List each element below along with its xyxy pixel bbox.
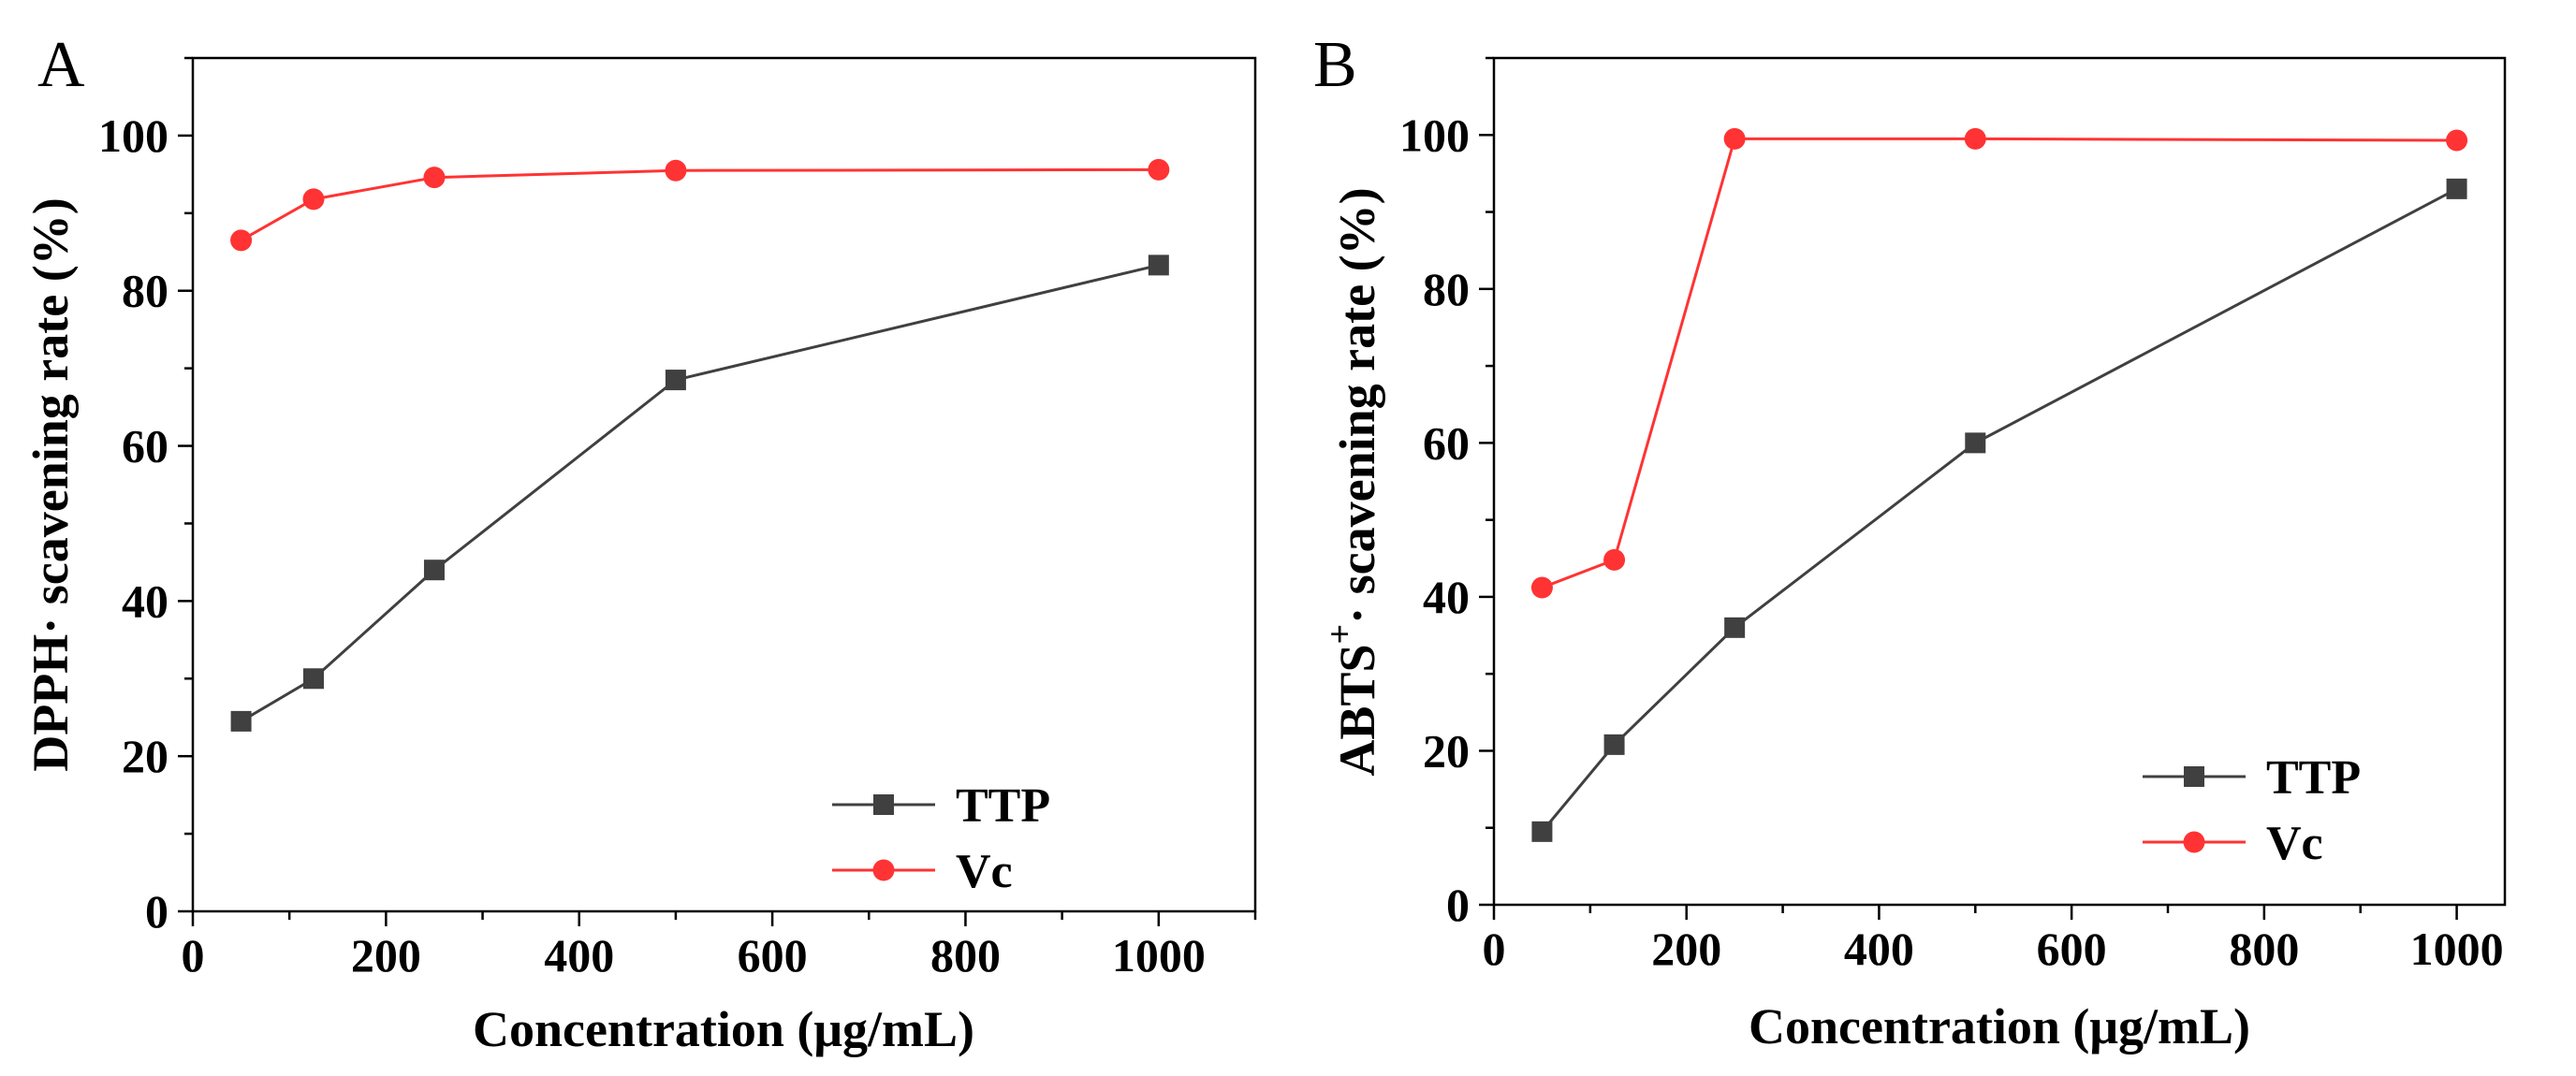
x-tick-label: 400: [1844, 923, 1914, 975]
panel-a: A 0 200 400 600 800 1000 0 20 40 60 80 100 Concentr…: [22, 29, 1257, 1057]
y-axis-title-b-main: ABTS: [1329, 645, 1385, 777]
series-layer-b: [1530, 127, 2468, 842]
y-tick-label: 80: [1423, 263, 1470, 315]
y-tick-label: 100: [1399, 109, 1470, 161]
data-point-ttp: [302, 668, 324, 690]
data-point-vc: [2446, 129, 2468, 152]
panel-letter-a: A: [37, 29, 85, 101]
data-point-vc: [665, 159, 687, 182]
legend-label-vc: Vc: [2266, 817, 2323, 870]
panel-letter-b: B: [1313, 29, 1357, 101]
x-tick-label: 1000: [2410, 923, 2504, 975]
y-axis-title-b-sup: +: [1321, 624, 1360, 645]
y-tick-label: 40: [122, 574, 168, 627]
x-tick-label: 400: [544, 929, 614, 981]
data-point-vc: [1148, 158, 1170, 181]
data-point-vc: [1530, 576, 1553, 599]
legend-a: TTP Vc: [832, 779, 1050, 898]
y-tick-label: 20: [122, 730, 168, 782]
y-tick-label: 0: [1446, 879, 1470, 931]
x-tick-label: 800: [930, 929, 1001, 981]
legend-marker-vc: [2183, 831, 2205, 853]
data-point-vc: [1603, 548, 1626, 571]
data-point-vc: [230, 229, 253, 252]
legend-label-ttp: TTP: [2266, 751, 2361, 805]
series-line-vc: [240, 167, 1159, 242]
data-point-vc: [302, 188, 325, 211]
legend-label-vc: Vc: [956, 845, 1013, 898]
data-point-vc: [1964, 127, 1986, 150]
data-point-ttp: [1148, 254, 1169, 276]
x-tick-label: 600: [738, 929, 808, 981]
y-tick-label: 100: [98, 109, 168, 162]
x-tick-label: 600: [2037, 923, 2107, 975]
y-tick-label: 0: [145, 885, 168, 938]
data-point-ttp: [665, 370, 686, 391]
data-point-vc: [1723, 127, 1746, 150]
y-tick-label: 80: [122, 265, 168, 317]
y-axis-title-b: ABTS+· scavening rate (%): [1321, 187, 1385, 776]
x-tick-label: 0: [1483, 923, 1506, 975]
series-line-ttp: [240, 263, 1160, 723]
y-tick-label: 20: [1423, 724, 1470, 777]
plot-frame-a: [191, 56, 1257, 913]
legend-marker-ttp: [873, 794, 894, 815]
x-tick-label: 1000: [1112, 929, 1206, 981]
y-tick-label: 40: [1423, 571, 1470, 623]
y-axis-title-b-rest: · scavening rate (%): [1329, 187, 1385, 623]
series-line-ttp: [1541, 187, 2458, 833]
data-point-ttp: [2446, 178, 2467, 199]
series-line-vc: [1541, 137, 2457, 589]
ticks-b: 0 200 400 600 800 1000 0 20 40 60 80 100: [1399, 56, 2504, 975]
plot-frame-b: [1492, 56, 2507, 907]
series-layer-a: [230, 158, 1170, 732]
data-point-ttp: [1724, 617, 1746, 638]
data-point-ttp: [1531, 821, 1553, 842]
y-tick-label: 60: [122, 420, 168, 473]
data-point-ttp: [423, 560, 445, 581]
y-tick-label: 60: [1423, 416, 1470, 469]
legend-b: TTP Vc: [2143, 751, 2361, 870]
x-tick-label: 0: [182, 929, 205, 981]
x-tick-label: 200: [1651, 923, 1721, 975]
data-point-ttp: [1965, 432, 1986, 454]
data-point-ttp: [1603, 734, 1625, 755]
x-tick-label: 800: [2229, 923, 2299, 975]
x-axis-title-a: Concentration (μg/mL): [473, 1001, 974, 1057]
x-axis-title-b: Concentration (μg/mL): [1749, 998, 2250, 1054]
legend-marker-ttp: [2184, 766, 2204, 787]
data-point-ttp: [230, 710, 252, 732]
data-point-vc: [423, 167, 446, 189]
legend-marker-vc: [872, 859, 895, 881]
panel-b: B 0 200 400 600 800 1000 0 20 40 60 80 100 Concentr…: [1313, 29, 2507, 1054]
ticks-a: 0 200 400 600 800 1000 0 20 40 60 80 100: [98, 56, 1257, 981]
legend-label-ttp: TTP: [956, 779, 1050, 833]
x-tick-label: 200: [351, 929, 421, 981]
y-axis-title-a: DPPH· scavening rate (%): [22, 197, 79, 771]
